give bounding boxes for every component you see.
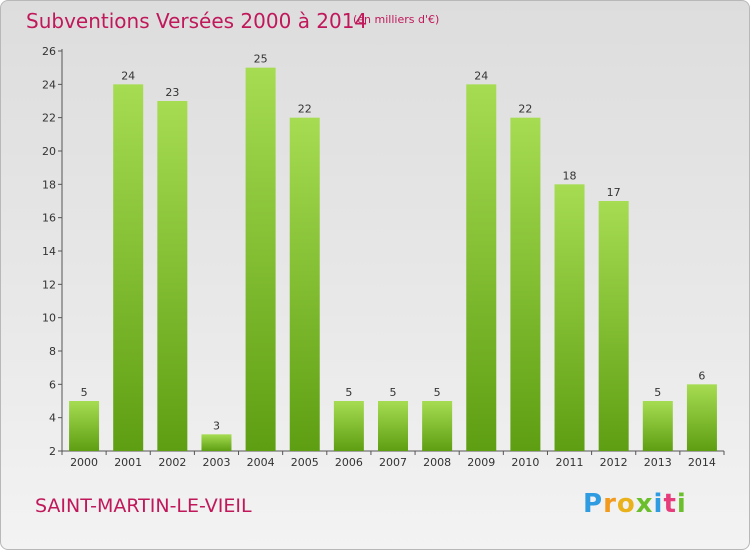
chart-bars [69,67,717,452]
y-tick-label: 2 [49,445,56,458]
y-tick-label: 24 [42,78,56,91]
y-tick-label: 12 [42,278,56,291]
bar-value-label: 5 [390,386,397,399]
bar-value-label: 24 [474,69,488,82]
bar-2007 [378,401,408,451]
x-tick-label: 2013 [644,456,672,469]
bar-2002 [157,101,188,451]
bar-value-label: 5 [81,386,88,399]
bar-value-label: 6 [698,369,705,382]
y-tick-label: 16 [42,212,56,225]
x-tick-label: 2009 [467,456,495,469]
proxiti-logo: Proxiti [583,489,687,519]
commune-name: SAINT-MARTIN-LE-VIEIL [35,495,252,517]
y-tick-label: 20 [42,145,56,158]
bar-2010 [510,117,541,452]
chart-unit: (en milliers d'€) [353,13,440,26]
x-tick-label: 2001 [114,456,142,469]
bar-value-label: 24 [121,69,135,82]
bar-value-label: 23 [165,86,179,99]
bar-value-label: 17 [607,186,621,199]
x-tick-label: 2006 [335,456,363,469]
bar-2009 [466,84,497,451]
y-tick-label: 4 [49,412,56,425]
y-tick-label: 8 [49,345,56,358]
x-tick-label: 2014 [688,456,716,469]
y-tick-label: 6 [49,378,56,391]
y-tick-label: 22 [42,112,56,125]
x-tick-label: 2004 [247,456,275,469]
y-tick-label: 14 [42,245,56,258]
chart-title: Subventions Versées 2000 à 2014 [26,9,368,33]
x-tick-label: 2000 [70,456,98,469]
bar-2011 [554,184,585,452]
x-tick-label: 2007 [379,456,407,469]
bar-2003 [201,434,232,451]
x-tick-label: 2008 [423,456,451,469]
x-tick-label: 2005 [291,456,319,469]
x-tick-label: 2003 [202,456,230,469]
y-tick-label: 10 [42,312,56,325]
bar-value-label: 25 [254,53,268,66]
bar-2008 [422,401,453,451]
x-tick-label: 2011 [556,456,584,469]
bar-value-label: 5 [345,386,352,399]
y-tick-label: 18 [42,178,56,191]
x-tick-label: 2010 [511,456,539,469]
chart-labels: 2000 5 2001 24 2002 23 2003 3 2004 25 2005 22 2006 5 2… [70,53,716,469]
x-tick-label: 2012 [600,456,628,469]
bar-value-label: 22 [298,103,312,116]
bar-value-label: 5 [434,386,441,399]
bar-2014 [686,384,717,451]
bar-value-label: 22 [518,103,532,116]
bar-value-label: 3 [213,419,220,432]
bar-2004 [245,67,276,452]
bar-2013 [642,401,673,451]
bar-2012 [598,201,629,451]
bar-2001 [113,84,144,451]
bar-2005 [289,117,320,452]
bar-2006 [333,401,364,451]
bar-value-label: 5 [654,386,661,399]
bar-2000 [69,401,100,451]
y-tick-label: 26 [42,45,56,58]
x-tick-label: 2002 [158,456,186,469]
bar-value-label: 18 [563,169,577,182]
